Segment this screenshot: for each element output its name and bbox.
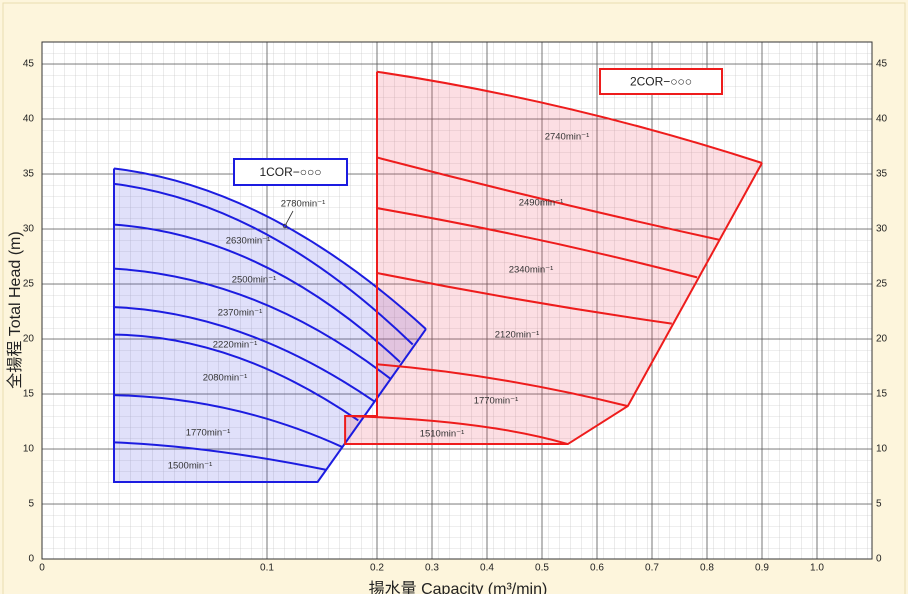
speed-label: 2080min⁻¹ <box>203 373 248 384</box>
x-tick-label: 0.8 <box>700 563 714 574</box>
legend-box <box>233 158 348 186</box>
speed-curve <box>113 333 359 422</box>
speed-curve <box>376 156 721 241</box>
x-tick-label: 0.5 <box>535 563 549 574</box>
speed-label: 2490min⁻¹ <box>519 198 564 209</box>
x-tick-label: 0.6 <box>590 563 604 574</box>
speed-label: 2370min⁻¹ <box>218 308 263 319</box>
y-tick-label-right: 45 <box>876 59 888 70</box>
x-tick-label: 0.4 <box>480 563 494 574</box>
x-tick-label: 0.2 <box>370 563 384 574</box>
speed-label: 1510min⁻¹ <box>420 429 465 440</box>
x-axis-label: 揚水量 Capacity (m³/min) <box>369 580 548 594</box>
minor-grid <box>42 42 872 559</box>
y-tick-label: 5 <box>28 499 34 510</box>
y-tick-label: 0 <box>28 554 34 565</box>
legend-label: 2COR−○○○ <box>630 75 692 89</box>
y-tick-label-right: 40 <box>876 114 888 125</box>
region-outline <box>113 168 427 483</box>
speed-label: 1770min⁻¹ <box>474 396 519 407</box>
y-axis-label: 全揚程 Total Head (m) <box>6 231 24 388</box>
y-tick-label: 40 <box>23 114 35 125</box>
speed-label: 2120min⁻¹ <box>495 330 540 341</box>
y-tick-label-right: 15 <box>876 389 888 400</box>
speed-curve <box>113 267 391 380</box>
y-tick-label: 15 <box>23 389 35 400</box>
x-tick-label: 0.9 <box>755 563 769 574</box>
speed-label: 2740min⁻¹ <box>545 132 590 143</box>
speed-label: 2500min⁻¹ <box>232 275 277 286</box>
speed-curve <box>376 363 629 408</box>
legend-box <box>599 68 723 95</box>
speed-curve <box>376 207 698 279</box>
speed-curve <box>376 70 763 164</box>
x-tick-label: 0.1 <box>260 563 274 574</box>
speed-curve <box>113 394 343 448</box>
label-leader-dot <box>282 223 288 229</box>
y-tick-label-right: 35 <box>876 169 888 180</box>
speed-label: 2340min⁻¹ <box>509 265 554 276</box>
y-tick-label-right: 30 <box>876 224 888 235</box>
speed-label: 2630min⁻¹ <box>226 236 271 247</box>
speed-curve <box>113 182 414 346</box>
y-tick-label-right: 25 <box>876 279 888 290</box>
y-tick-label: 10 <box>23 444 35 455</box>
speed-curve <box>113 306 376 403</box>
y-tick-label: 30 <box>23 224 35 235</box>
speed-label: 2220min⁻¹ <box>213 340 258 351</box>
speed-curve <box>376 272 672 325</box>
speed-label: 1500min⁻¹ <box>168 461 213 472</box>
y-tick-label: 45 <box>23 59 35 70</box>
x-tick-label: 0.3 <box>425 563 439 574</box>
legend-label: 1COR−○○○ <box>259 165 321 179</box>
speed-label: 2780min⁻¹ <box>281 199 326 210</box>
y-tick-label: 35 <box>23 169 35 180</box>
x-tick-label: 0 <box>39 563 45 574</box>
y-tick-label-right: 20 <box>876 334 888 345</box>
label-leader <box>285 210 294 225</box>
region-fill <box>114 168 426 482</box>
y-tick-label: 20 <box>23 334 35 345</box>
speed-curve <box>113 441 327 471</box>
plot-frame <box>41 41 873 560</box>
speed-curve <box>345 415 569 446</box>
y-tick-label-right: 5 <box>876 499 882 510</box>
y-tick-label-right: 0 <box>876 554 882 565</box>
y-tick-label-right: 10 <box>876 444 888 455</box>
speed-curve <box>113 167 427 330</box>
y-tick-label: 25 <box>23 279 35 290</box>
x-tick-label: 1.0 <box>810 563 824 574</box>
x-tick-label: 0.7 <box>645 563 659 574</box>
speed-label: 1770min⁻¹ <box>186 428 231 439</box>
speed-curve <box>113 223 401 363</box>
